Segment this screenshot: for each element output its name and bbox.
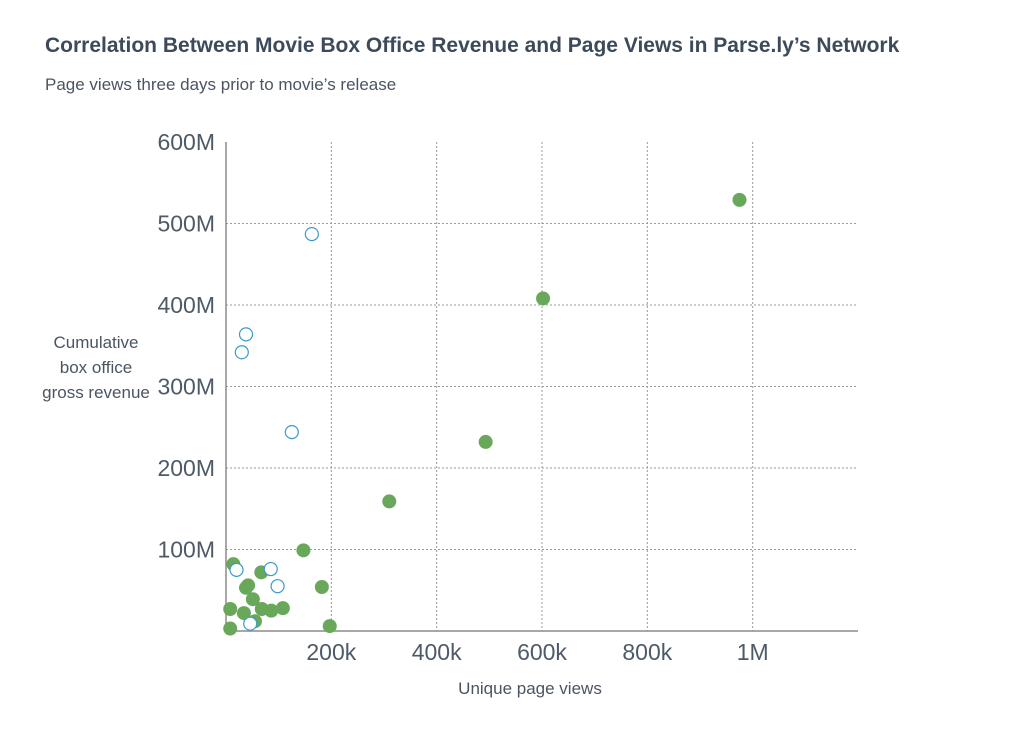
data-point-filled <box>236 606 251 621</box>
x-tick-label: 400k <box>412 639 462 665</box>
data-point-hollow <box>270 579 285 594</box>
data-point-filled <box>245 592 260 607</box>
data-point-filled <box>478 434 493 449</box>
grid-lines <box>226 142 858 631</box>
data-point-filled <box>322 619 337 634</box>
data-point-hollow <box>234 345 249 360</box>
data-point-hollow <box>263 561 278 577</box>
data-point-filled <box>254 601 269 616</box>
data-point-filled <box>275 601 290 616</box>
chart-title: Correlation Between Movie Box Office Rev… <box>45 34 900 57</box>
data-point-filled <box>382 494 397 509</box>
tick-labels: 100M 200M 300M 400M 500M 600M 200k 400k 600k 800k… <box>157 129 768 665</box>
x-tick-label: 1M <box>737 639 769 665</box>
data-point-filled <box>314 579 329 594</box>
y-axis-label: Cumulative box office gross revenue <box>42 333 150 402</box>
y-tick-label: 600M <box>157 129 215 155</box>
x-axis-label: Unique page views <box>458 679 602 698</box>
data-point-hollow <box>238 327 254 342</box>
data-point-filled <box>296 543 311 558</box>
data-point-filled <box>223 601 238 616</box>
y-tick-label: 200M <box>157 455 215 481</box>
y-tick-label: 400M <box>157 292 215 318</box>
y-tick-label: 500M <box>157 211 215 237</box>
x-tick-label: 600k <box>517 639 567 665</box>
data-point-filled <box>239 580 254 595</box>
data-point-hollow <box>304 226 319 242</box>
x-tick-label: 200k <box>306 639 356 665</box>
data-point-hollow <box>284 425 299 440</box>
data-point-filled <box>223 621 238 636</box>
y-tick-label: 300M <box>157 374 215 400</box>
data-point-filled <box>536 291 551 306</box>
chart-subtitle: Page views three days prior to movie’s r… <box>45 75 397 94</box>
y-tick-label: 100M <box>157 537 215 563</box>
data-point-filled <box>732 192 747 207</box>
x-tick-label: 800k <box>622 639 672 665</box>
data-point-hollow <box>243 616 258 631</box>
data-points <box>223 192 747 636</box>
data-point-hollow <box>229 562 244 577</box>
